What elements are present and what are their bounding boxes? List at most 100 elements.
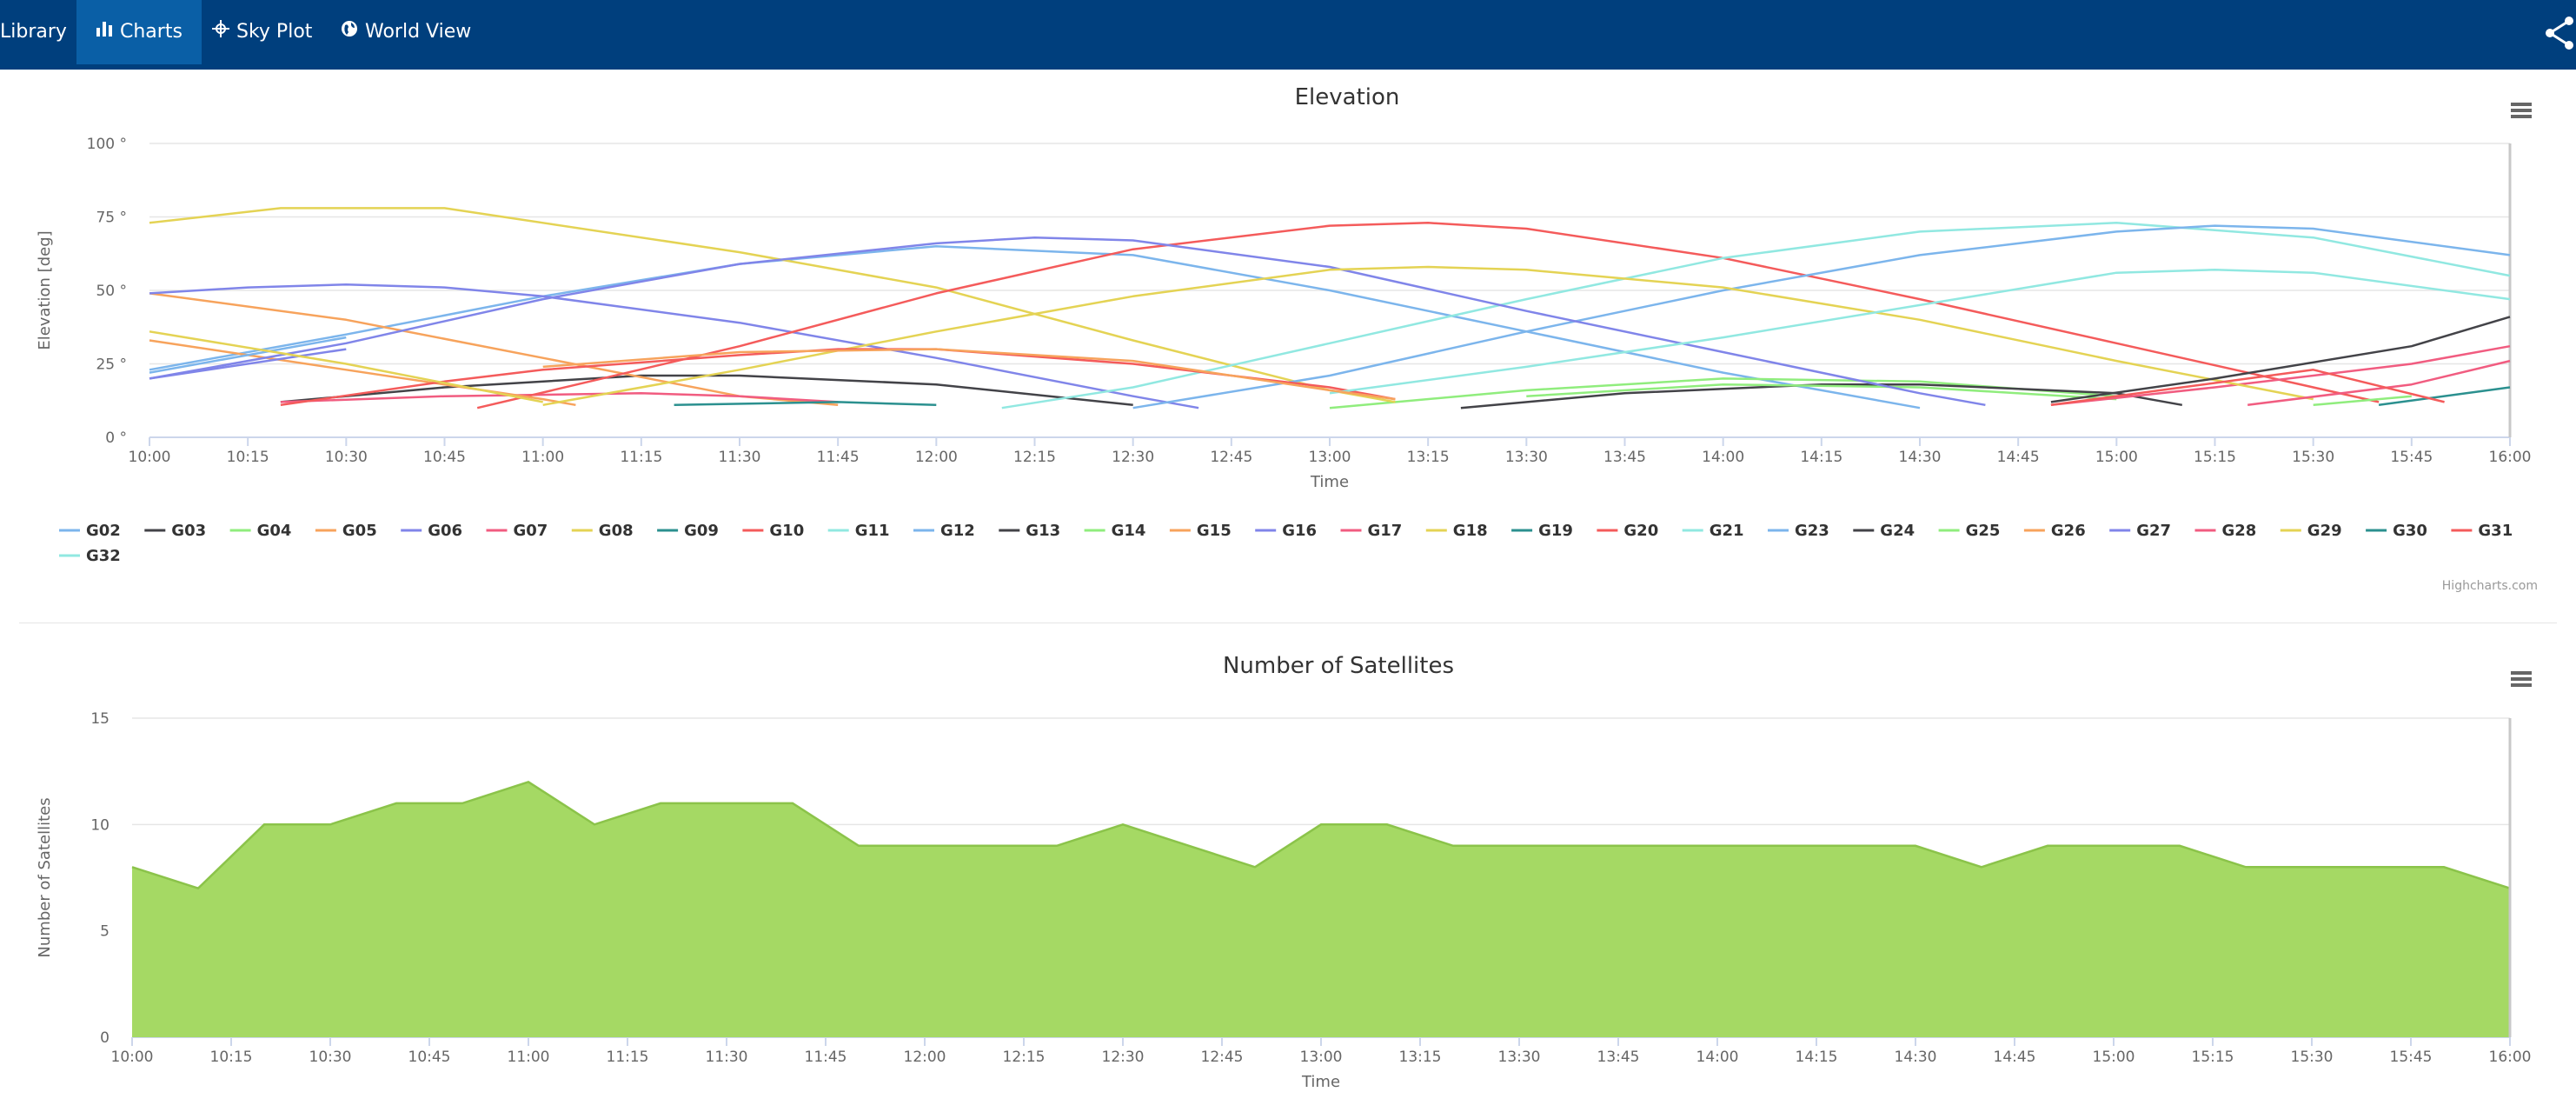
legend-label: G08 bbox=[599, 522, 634, 540]
y-tick-label: 75 ° bbox=[96, 210, 127, 227]
x-tick-label: 15:45 bbox=[2390, 449, 2433, 466]
y-tick-label: 50 ° bbox=[96, 283, 127, 300]
legend-item-g03[interactable]: G03 bbox=[144, 522, 206, 540]
x-tick-label: 15:15 bbox=[2192, 1049, 2234, 1066]
x-tick-label: 13:00 bbox=[1309, 449, 1351, 466]
x-tick-label: 12:15 bbox=[1013, 449, 1056, 466]
nav-item-charts[interactable]: Charts bbox=[76, 0, 202, 64]
share-icon[interactable] bbox=[2541, 16, 2576, 54]
legend-item-g17[interactable]: G17 bbox=[1340, 522, 1403, 540]
legend-item-g11[interactable]: G11 bbox=[827, 522, 890, 540]
series-line-g14 bbox=[1526, 383, 2117, 401]
legend-item-g02[interactable]: G02 bbox=[59, 522, 121, 540]
x-tick-label: 14:15 bbox=[1800, 449, 1842, 466]
legend-item-g05[interactable]: G05 bbox=[315, 522, 377, 540]
legend-label: G14 bbox=[1112, 522, 1146, 540]
elevation-chart: Elevation 0 ° 25 ° 50 ° 75 ° 100 ° 10:00 10:15 1… bbox=[36, 84, 2538, 593]
legend-item-g24[interactable]: G24 bbox=[1853, 522, 1915, 540]
x-tick-label: 13:15 bbox=[1407, 449, 1450, 466]
menu-icon-bar bbox=[2511, 677, 2532, 681]
nav-item-library[interactable]: Library bbox=[0, 0, 86, 64]
legend-item-g14[interactable]: G14 bbox=[1084, 522, 1146, 540]
legend-item-g19[interactable]: G19 bbox=[1511, 522, 1573, 540]
series-line-g04 bbox=[1329, 377, 2117, 410]
nav-label-sky-plot: Sky Plot bbox=[236, 21, 313, 43]
series-line-g29 bbox=[149, 330, 543, 403]
series-line-g17 bbox=[2050, 344, 2511, 407]
nav-label-charts: Charts bbox=[120, 21, 183, 43]
legend-label: G18 bbox=[1453, 522, 1488, 540]
legend-label: G10 bbox=[769, 522, 804, 540]
legend-item-g23[interactable]: G23 bbox=[1768, 522, 1829, 540]
series-line-g28 bbox=[2247, 359, 2511, 407]
y-tick-label: 25 ° bbox=[96, 356, 127, 374]
x-tick-label: 13:30 bbox=[1498, 1049, 1541, 1066]
legend-label: G16 bbox=[1282, 522, 1317, 540]
credits-label: Highcharts.com bbox=[2442, 579, 2538, 593]
legend-item-g29[interactable]: G29 bbox=[2280, 522, 2342, 540]
x-tick-label: 11:15 bbox=[607, 1049, 649, 1066]
legend-item-g07[interactable]: G07 bbox=[486, 522, 548, 540]
legend-item-g26[interactable]: G26 bbox=[2023, 522, 2086, 540]
legend-label: G03 bbox=[171, 522, 206, 540]
legend-label: G29 bbox=[2307, 522, 2342, 540]
legend-item-g27[interactable]: G27 bbox=[2109, 522, 2171, 540]
x-tick-label: 12:15 bbox=[1003, 1049, 1046, 1066]
chart-title: Elevation bbox=[1295, 84, 1400, 110]
menu-icon[interactable] bbox=[2511, 103, 2532, 118]
legend-item-g16[interactable]: G16 bbox=[1255, 522, 1317, 540]
x-tick-label: 11:15 bbox=[620, 449, 662, 466]
x-tick-label: 11:45 bbox=[805, 1049, 847, 1066]
legend-label: G30 bbox=[2393, 522, 2427, 540]
x-tick-label: 12:00 bbox=[915, 449, 958, 466]
area-line bbox=[131, 781, 2511, 890]
legend-item-g10[interactable]: G10 bbox=[742, 522, 804, 540]
legend-item-g15[interactable]: G15 bbox=[1169, 522, 1232, 540]
menu-icon[interactable] bbox=[2511, 671, 2532, 687]
nav-label-library: Library bbox=[0, 21, 67, 43]
legend-item-g20[interactable]: G20 bbox=[1597, 522, 1658, 540]
x-tick-label: 15:30 bbox=[2292, 449, 2334, 466]
legend-item-g04[interactable]: G04 bbox=[229, 522, 292, 540]
legend-item-g28[interactable]: G28 bbox=[2194, 522, 2257, 540]
legend-item-g31[interactable]: G31 bbox=[2451, 522, 2513, 540]
x-tick-label: 15:00 bbox=[2093, 1049, 2135, 1066]
x-tick-label: 10:30 bbox=[325, 449, 368, 466]
x-tick-label: 10:30 bbox=[309, 1049, 352, 1066]
x-tick-label: 15:30 bbox=[2291, 1049, 2334, 1066]
series-line-g31 bbox=[2050, 369, 2445, 407]
globe-icon bbox=[341, 0, 358, 64]
legend-item-g13[interactable]: G13 bbox=[999, 522, 1060, 540]
x-tick-label: 13:00 bbox=[1300, 1049, 1343, 1066]
nav-item-sky-plot[interactable]: Sky Plot bbox=[212, 0, 331, 64]
legend-item-g21[interactable]: G21 bbox=[1682, 522, 1744, 540]
x-tick-label: 12:30 bbox=[1112, 449, 1154, 466]
legend-item-g25[interactable]: G25 bbox=[1938, 522, 2001, 540]
legend-label: G32 bbox=[86, 547, 121, 565]
legend-item-g32[interactable]: G32 bbox=[59, 547, 121, 565]
nav-item-world-view[interactable]: World View bbox=[341, 0, 490, 64]
top-nav-bar: Library Charts Sky Plot World View bbox=[0, 0, 2576, 70]
legend-item-g06[interactable]: G06 bbox=[401, 522, 462, 540]
legend-item-g12[interactable]: G12 bbox=[913, 522, 975, 540]
nav-label-world-view: World View bbox=[365, 21, 472, 43]
legend-item-g08[interactable]: G08 bbox=[571, 522, 634, 540]
menu-icon-bar bbox=[2511, 103, 2532, 106]
x-tick-label: 10:15 bbox=[227, 449, 269, 466]
x-tick-label: 12:45 bbox=[1210, 449, 1252, 466]
legend-label: G27 bbox=[2136, 522, 2171, 540]
legend-item-g30[interactable]: G30 bbox=[2366, 522, 2427, 540]
x-tick-label: 13:45 bbox=[1597, 1049, 1640, 1066]
menu-icon-bar bbox=[2511, 683, 2532, 687]
x-axis-title: Time bbox=[1310, 473, 1349, 491]
x-tick-label: 14:45 bbox=[1997, 449, 2040, 466]
x-tick-label: 13:30 bbox=[1505, 449, 1548, 466]
x-tick-label: 12:30 bbox=[1102, 1049, 1145, 1066]
legend-item-g09[interactable]: G09 bbox=[657, 522, 719, 540]
legend-label: G21 bbox=[1710, 522, 1744, 540]
series-line-g23 bbox=[149, 336, 347, 374]
y-tick-label: 0 ° bbox=[105, 429, 127, 447]
legend-item-g18[interactable]: G18 bbox=[1425, 522, 1488, 540]
legend-label: G23 bbox=[1795, 522, 1829, 540]
x-tick-label: 14:30 bbox=[1899, 449, 1942, 466]
